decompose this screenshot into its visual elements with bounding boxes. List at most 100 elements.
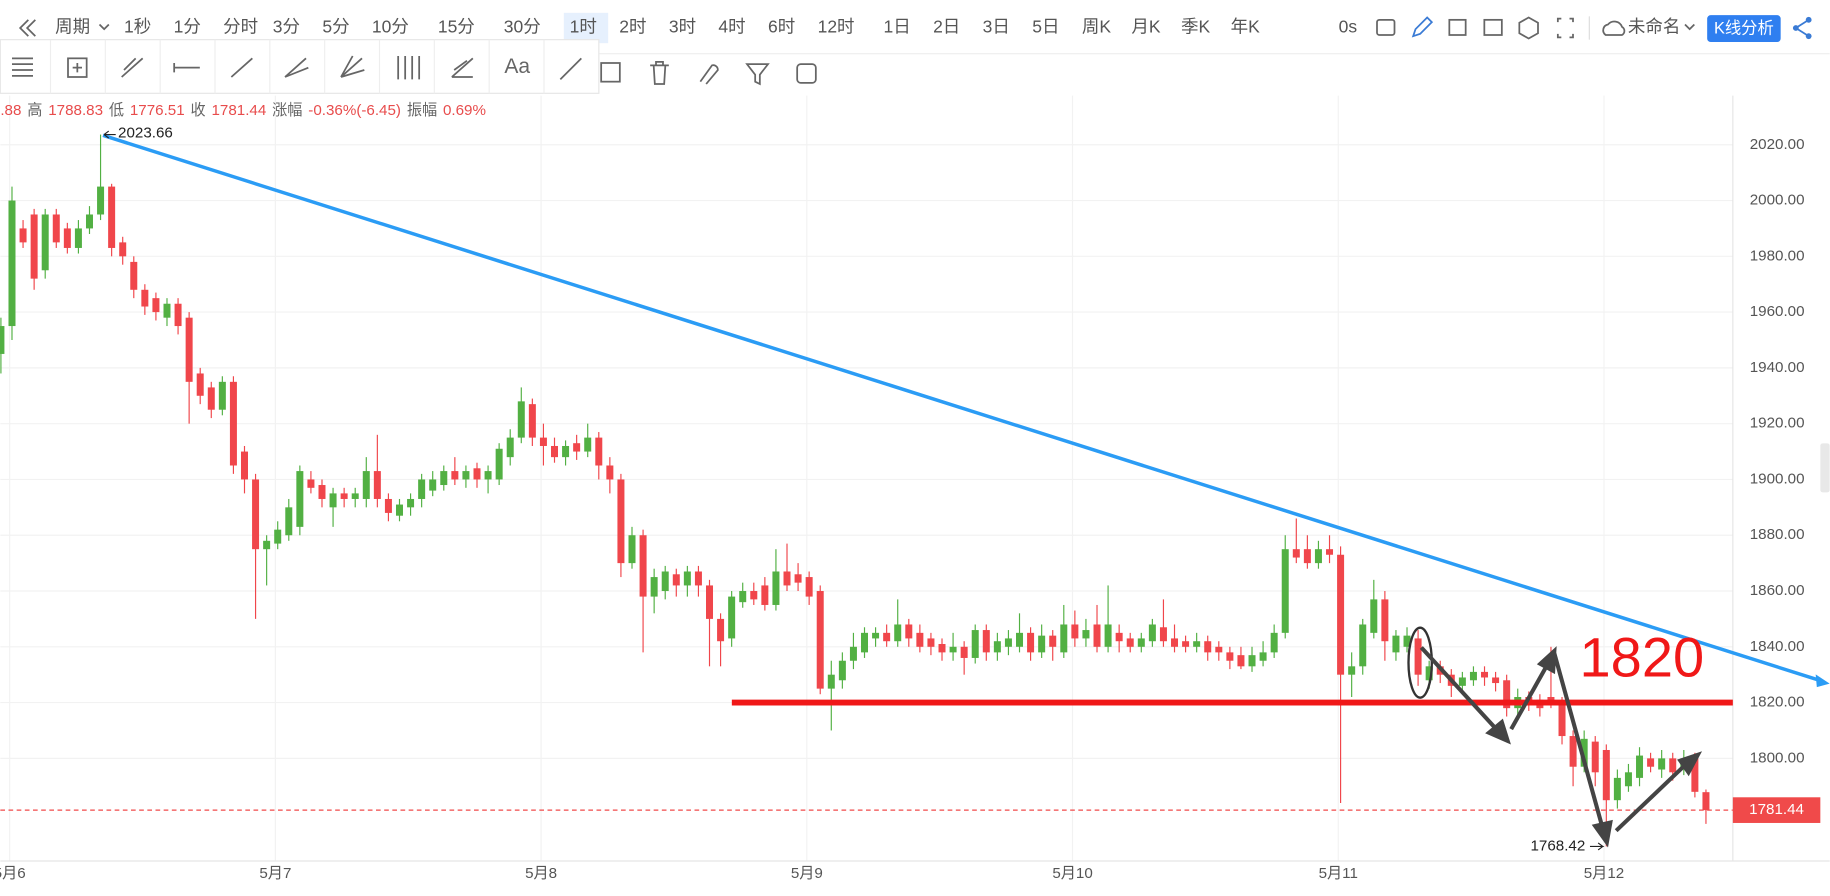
candle-body — [1414, 638, 1422, 675]
interval[interactable]: 12时 — [818, 17, 855, 37]
candle-body — [1038, 635, 1046, 653]
settings-icon[interactable] — [1518, 16, 1539, 40]
interval[interactable]: 周K — [1082, 17, 1111, 37]
interval[interactable]: 月K — [1131, 17, 1160, 37]
candle-body — [761, 585, 769, 605]
candle-body — [1237, 655, 1245, 667]
candle-body — [1591, 741, 1599, 773]
x-tick-label: 5月11 — [1319, 865, 1358, 882]
info-close-label: 收 — [191, 102, 206, 119]
candle-body — [861, 632, 869, 653]
camera-icon[interactable] — [1376, 18, 1396, 36]
pen-icon[interactable] — [1411, 16, 1434, 38]
interval[interactable]: 3日 — [983, 17, 1010, 37]
candle-body — [30, 214, 38, 279]
analysis-button-bg[interactable] — [1707, 15, 1781, 42]
y-tick-label: 1960.00 — [1750, 303, 1805, 320]
interval[interactable]: 2日 — [933, 17, 960, 37]
delete-icon[interactable] — [650, 60, 669, 85]
last-price-label: 1781.44 — [1749, 801, 1804, 818]
interval[interactable]: 1秒 — [124, 17, 151, 37]
candle-body — [0, 326, 5, 354]
candle-body — [196, 373, 204, 396]
analysis-button[interactable]: K线分析 — [1714, 19, 1774, 37]
interval[interactable]: 10分 — [372, 17, 409, 37]
magnet-icon[interactable] — [699, 64, 719, 85]
candle-body — [661, 571, 669, 592]
candle-body — [185, 317, 193, 382]
info-high: 1788.83 — [48, 102, 103, 119]
file-name[interactable]: 未命名 — [1628, 17, 1681, 37]
interval[interactable]: 1分 — [174, 17, 201, 37]
min-arrow — [1589, 842, 1605, 851]
interval[interactable]: 3时 — [669, 17, 696, 37]
arrows[interactable] — [1419, 646, 1703, 848]
interval-list: 1秒 1分 分时 3分 5分 10分 15分 30分 1时 2时 3时 4时 6时 12时 1日 2日 3日 5日… — [124, 12, 1260, 44]
collapse-icon[interactable] — [18, 19, 36, 37]
candle-body — [1337, 554, 1345, 675]
candle-body — [1492, 677, 1500, 684]
candle-body — [1193, 641, 1201, 647]
candle-body — [562, 445, 570, 458]
candle-body — [373, 471, 381, 499]
support-annotation: 1820 — [1580, 626, 1705, 689]
interval[interactable]: 3分 — [273, 17, 300, 37]
interval[interactable]: 年K — [1231, 17, 1260, 37]
candle-body — [1215, 646, 1223, 653]
y-tick-label: 2000.00 — [1750, 192, 1805, 209]
candle-body — [728, 596, 736, 639]
interval-selected-bg — [563, 12, 609, 44]
interval[interactable]: 30分 — [504, 17, 541, 37]
candle-body — [1458, 677, 1466, 686]
interval[interactable]: 5分 — [322, 17, 349, 37]
candle-body — [141, 289, 149, 307]
cloud-icon[interactable] — [1602, 20, 1626, 36]
filter-icon[interactable] — [745, 63, 770, 86]
min-label: 1768.42 — [1531, 837, 1586, 854]
interval[interactable]: 4时 — [718, 17, 745, 37]
info-low: 1776.51 — [130, 102, 185, 119]
info-line: .88 高 1788.83 低 1776.51 收 1781.44 涨幅 -0.36%(-6.4… — [0, 102, 486, 119]
grid: 1800.00 1820.00 1840.00 1860.00 1880.00 1900.… — [0, 95, 1805, 882]
candle-body — [539, 437, 547, 446]
info-low-label: 低 — [109, 102, 124, 119]
sync-icon[interactable] — [796, 63, 817, 84]
candle-body — [318, 485, 326, 499]
side-handle[interactable] — [1820, 443, 1830, 493]
period-label[interactable]: 周期 — [55, 17, 90, 37]
circle-mark[interactable] — [1407, 626, 1434, 699]
candle-body — [1159, 627, 1167, 642]
candle-body — [838, 660, 846, 681]
candle-body — [462, 471, 470, 480]
candle-body — [174, 303, 182, 327]
y-tick-label: 1820.00 — [1750, 694, 1805, 711]
candle-body — [772, 571, 780, 605]
candle-body — [285, 507, 293, 536]
interval[interactable]: 季K — [1181, 17, 1210, 37]
candle-body — [85, 214, 93, 229]
interval[interactable]: 分时 — [223, 17, 258, 37]
text-tool[interactable]: Aa — [504, 55, 530, 78]
edit-icon[interactable] — [600, 62, 621, 83]
candle-body — [1071, 624, 1079, 639]
drawing-tools[interactable] — [12, 55, 582, 80]
interval[interactable]: 5日 — [1032, 17, 1059, 37]
candle-body — [63, 228, 71, 248]
interval[interactable]: 1时 — [570, 17, 597, 37]
interval[interactable]: 6时 — [768, 17, 795, 37]
candle-body — [971, 630, 979, 658]
layout-icon[interactable] — [1448, 18, 1467, 36]
candle-body — [274, 529, 282, 544]
interval[interactable]: 1日 — [884, 17, 911, 37]
candle-body — [739, 591, 747, 603]
candle-body — [1082, 630, 1090, 639]
candle-body — [1226, 652, 1234, 661]
fullscreen-icon[interactable] — [1556, 17, 1574, 39]
trend-line[interactable] — [102, 133, 1824, 684]
interval[interactable]: 15分 — [438, 17, 475, 37]
candle-body — [74, 228, 82, 248]
save-icon[interactable] — [1483, 18, 1503, 36]
y-tick-label: 1880.00 — [1750, 526, 1805, 543]
candle-body — [1381, 599, 1389, 642]
interval[interactable]: 2时 — [619, 17, 646, 37]
